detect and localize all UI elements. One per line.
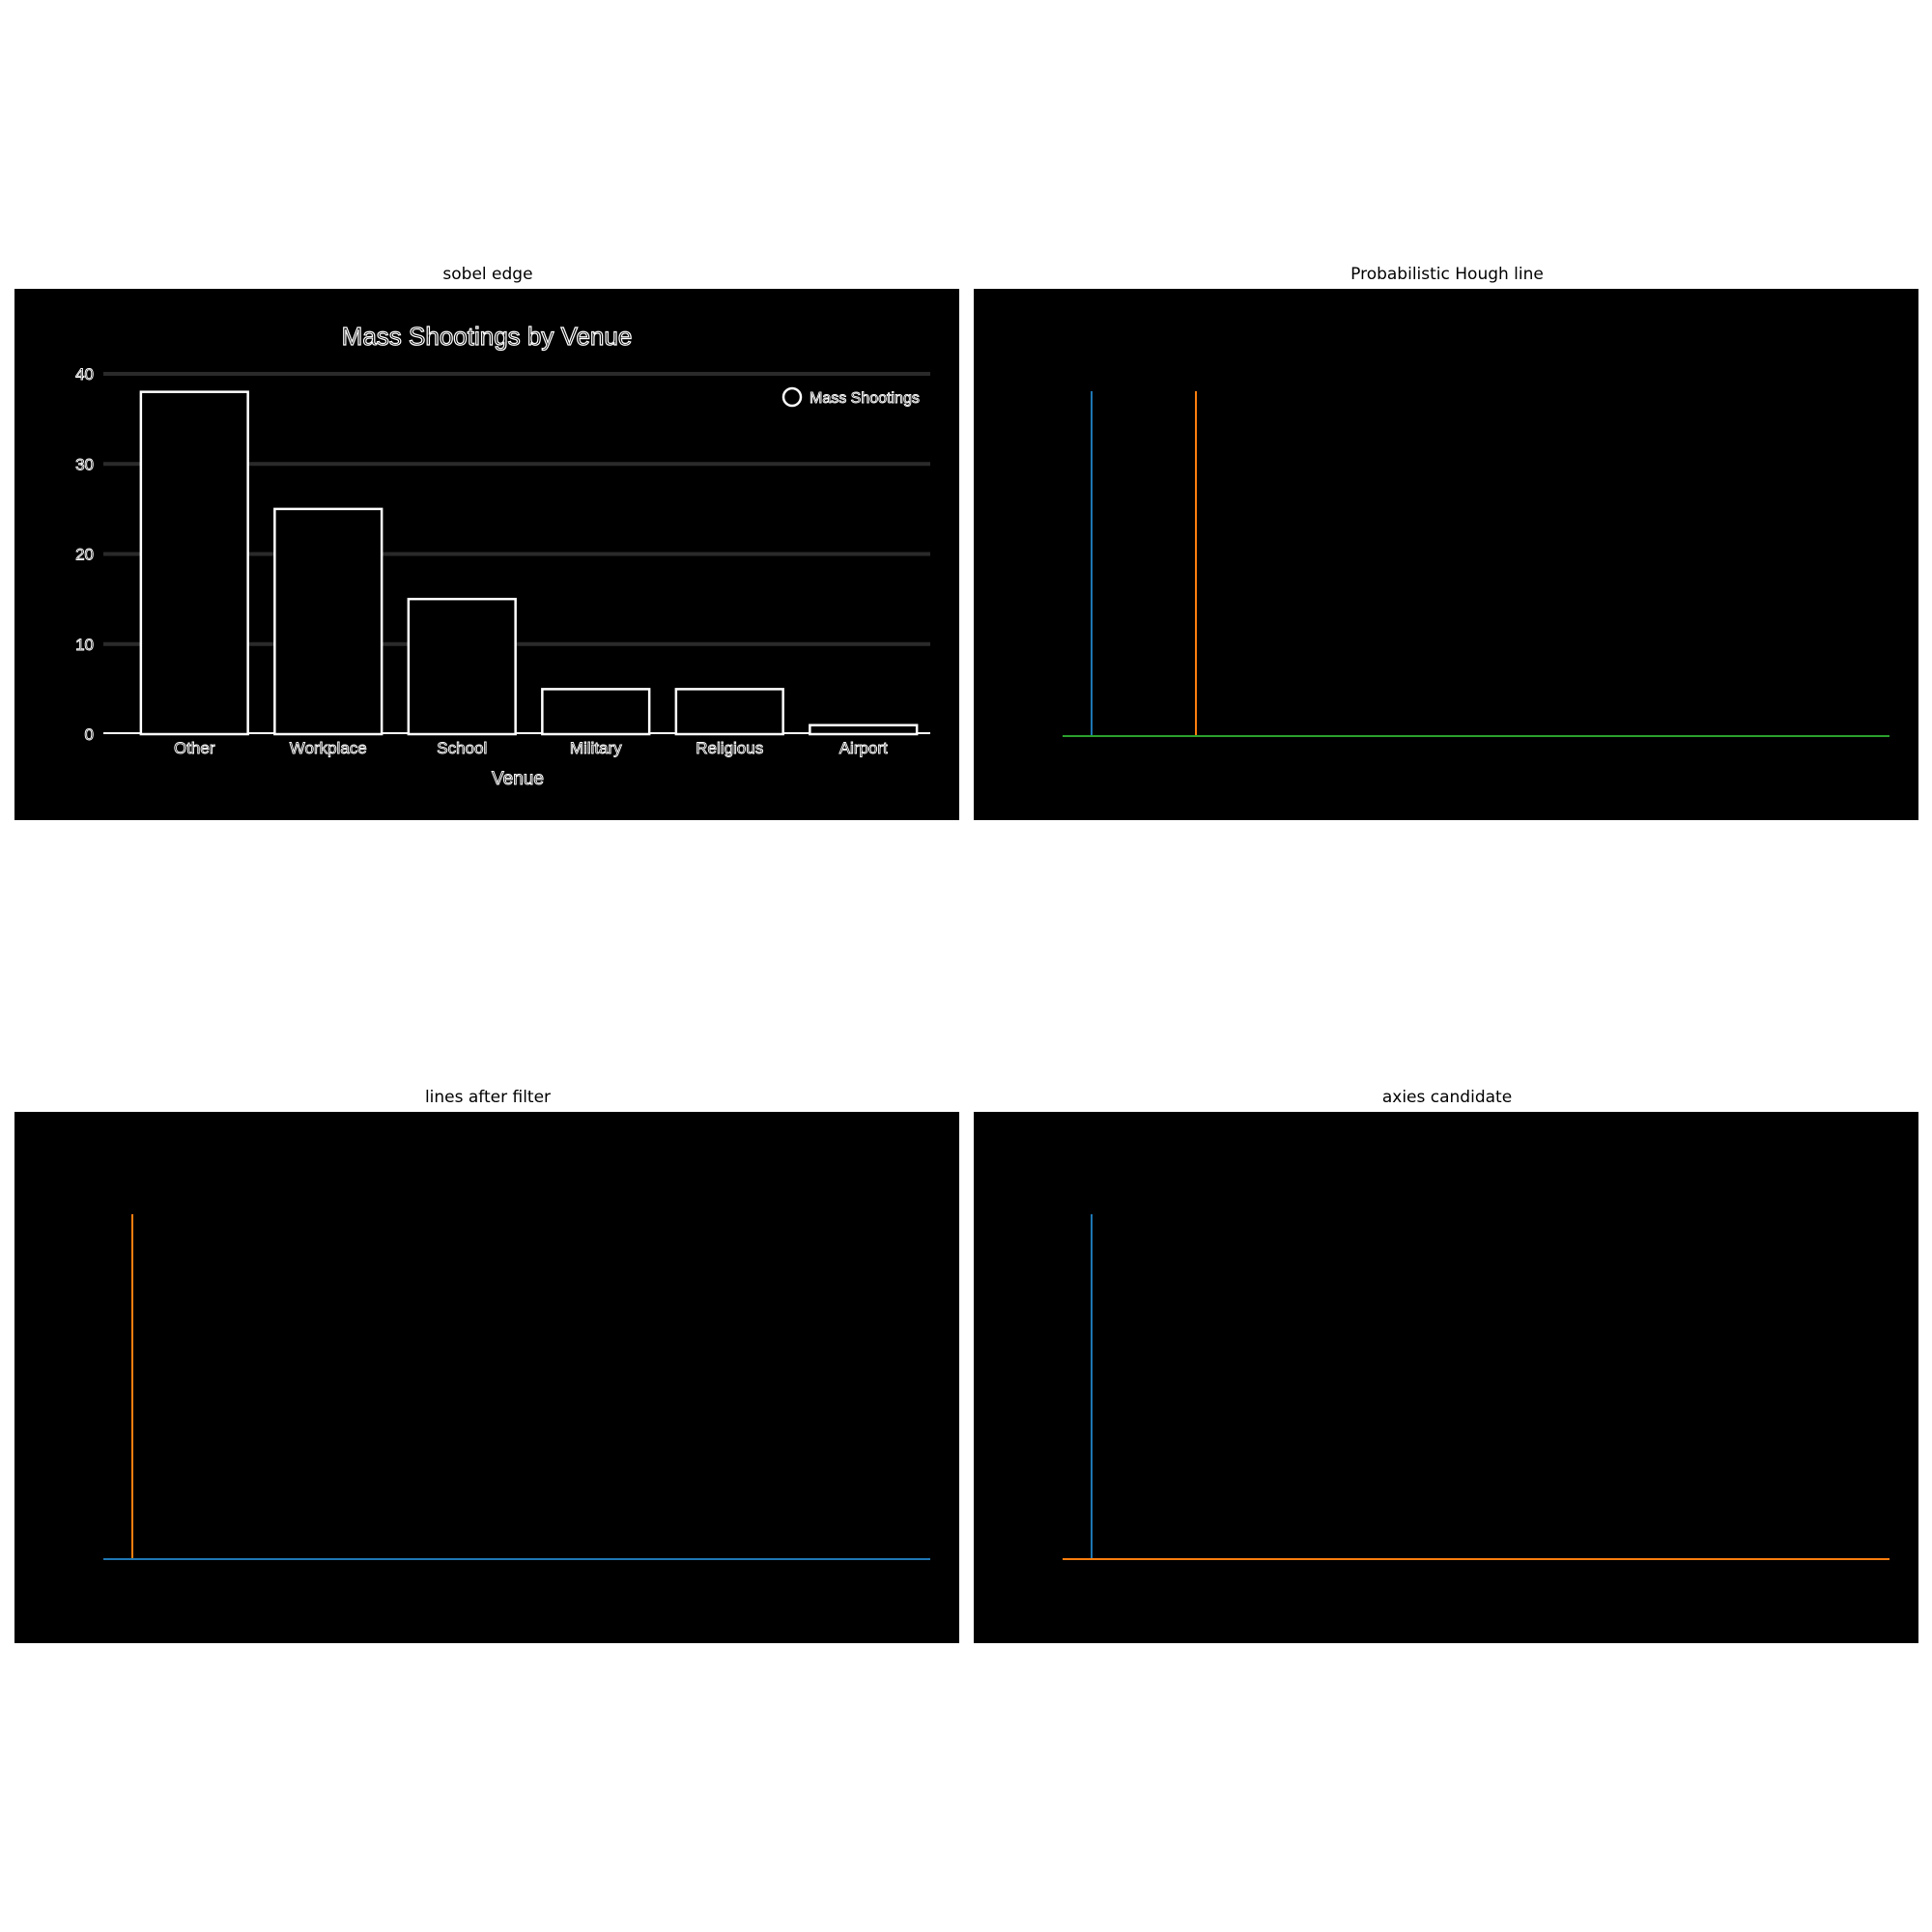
filtered-lines-panel (14, 1112, 959, 1643)
bar-workplace (273, 507, 384, 736)
panel-title-filtered: lines after filter (424, 1088, 552, 1107)
x-tick-label: Other (174, 739, 215, 757)
x-tick-label: Airport (839, 739, 888, 757)
bar-other (139, 390, 249, 736)
bar-military (541, 688, 651, 736)
x-axis-label: Venue (492, 769, 544, 789)
legend-label: Mass Shootings (810, 390, 920, 407)
bars (103, 390, 930, 736)
x-tick-label: Military (570, 739, 622, 757)
chart-title: Mass Shootings by Venue (342, 322, 633, 351)
y-tick-label: 30 (75, 455, 94, 473)
axes-candidate-panel (974, 1112, 1918, 1643)
x-tick-label: Workplace (290, 739, 367, 757)
x-tick-label: Religious (696, 739, 763, 757)
y-tick-label: 40 (75, 365, 94, 384)
y-tick-label: 0 (85, 725, 94, 744)
panel-title-hough: Probabilistic Hough line (1350, 265, 1544, 284)
bar-airport (809, 724, 919, 736)
x-tick-label: School (437, 739, 487, 757)
hough-line-panel (974, 289, 1918, 820)
panel-title-sobel: sobel edge (442, 265, 533, 284)
y-tick-label: 20 (75, 546, 94, 564)
panel-title-axes: axies candidate (1381, 1088, 1513, 1107)
y-tick-labels: 0 10 20 30 40 (75, 365, 95, 745)
y-tick-label: 10 (75, 636, 94, 654)
bar-school (407, 597, 517, 736)
sobel-edge-panel: 0 10 20 30 40 Other Workplace School Military Re… (14, 289, 959, 820)
x-tick-labels: Other Workplace School Military Religious Air… (174, 739, 889, 758)
legend-marker (781, 386, 803, 408)
bar-religious (674, 688, 784, 736)
